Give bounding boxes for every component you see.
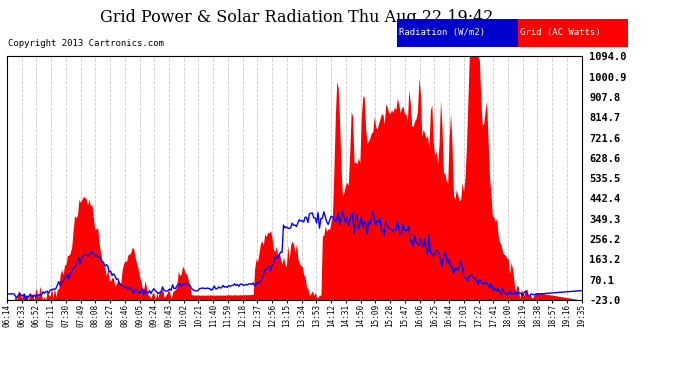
Text: Copyright 2013 Cartronics.com: Copyright 2013 Cartronics.com [8, 39, 164, 48]
Text: Radiation (W/m2): Radiation (W/m2) [399, 28, 485, 38]
Text: Grid Power & Solar Radiation Thu Aug 22 19:42: Grid Power & Solar Radiation Thu Aug 22 … [100, 9, 493, 26]
Text: Grid (AC Watts): Grid (AC Watts) [520, 28, 600, 38]
